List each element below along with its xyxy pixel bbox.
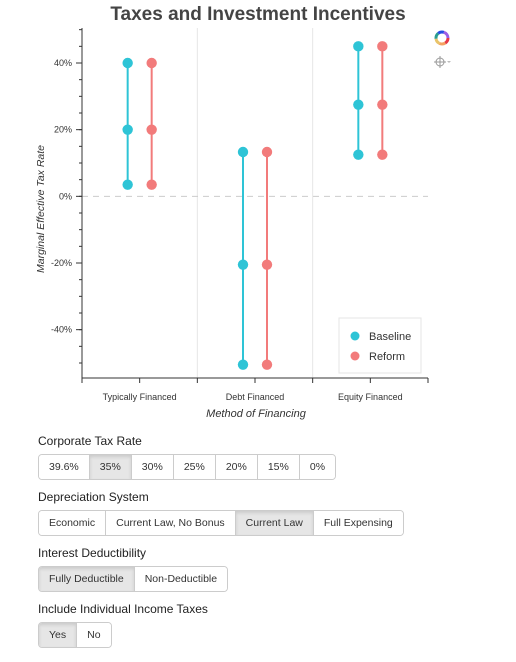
legend-swatch [350, 351, 360, 361]
control-group-label: Corporate Tax Rate [38, 434, 142, 448]
crosshair-icon[interactable] [434, 55, 452, 69]
option-button[interactable]: Fully Deductible [39, 567, 135, 591]
radio-button-group: Economic Current Law, No Bonus Current Law… [38, 510, 404, 536]
bokeh-logo-icon[interactable] [433, 29, 451, 47]
radio-button-group: Fully Deductible Non-Deductible [38, 566, 229, 592]
y-tick-label: -40% [51, 325, 72, 335]
chart: 40% 20% 0% -20% -40% Typically Financed Debt F… [35, 28, 429, 420]
data-point [237, 259, 249, 270]
data-point [377, 99, 388, 110]
radio-button-group: 39.6% 35% 30% 25% 20% 15% 0% [38, 454, 337, 480]
y-tick-label: -20% [51, 258, 72, 268]
control-group-label: Depreciation System [38, 490, 149, 504]
x-tick-label: Typically Financed [103, 392, 177, 402]
control-group-label: Interest Deductibility [38, 546, 147, 560]
radio-button-group: Yes No [38, 622, 112, 648]
data-point [237, 359, 249, 370]
data-point [377, 41, 388, 52]
legend-box [338, 317, 422, 374]
option-button[interactable]: Current Law [235, 511, 314, 535]
data-point [122, 179, 133, 190]
data-point [146, 179, 157, 190]
y-tick-label: 20% [54, 125, 72, 135]
data-point [122, 124, 133, 135]
option-button[interactable]: 15% [257, 455, 300, 479]
option-button[interactable]: Full Expensing [313, 511, 403, 535]
legend-label: Baseline [369, 331, 411, 343]
option-button[interactable]: Current Law, No Bonus [106, 511, 236, 535]
option-button[interactable]: Yes [39, 623, 78, 647]
data-point [261, 359, 273, 370]
data-point [261, 259, 273, 270]
option-button[interactable]: 20% [215, 455, 258, 479]
option-button[interactable]: 39.6% [39, 455, 90, 479]
option-button[interactable]: 30% [131, 455, 174, 479]
x-axis-title: Method of Financing [206, 408, 307, 420]
option-button[interactable]: No [77, 623, 111, 647]
data-point [122, 57, 133, 69]
data-point [353, 149, 364, 160]
x-tick-label: Equity Financed [338, 392, 403, 402]
y-tick-label: 0% [59, 191, 72, 201]
option-button[interactable]: Economic [39, 511, 107, 535]
y-axis-title: Marginal Effective Tax Rate [35, 145, 47, 273]
control-group-label: Include Individual Income Taxes [38, 602, 208, 616]
data-point [353, 41, 364, 52]
option-button[interactable]: 35% [89, 455, 132, 479]
data-point [353, 99, 364, 110]
x-tick-label: Debt Financed [226, 392, 285, 402]
option-button[interactable]: 25% [173, 455, 216, 479]
data-point [377, 149, 388, 160]
data-point [146, 57, 157, 69]
data-point [237, 146, 249, 158]
legend-swatch [350, 331, 360, 341]
legend-label: Reform [369, 351, 405, 363]
y-tick-label: 40% [54, 58, 72, 68]
chart-title: Taxes and Investment Incentives [110, 4, 406, 25]
data-point [261, 146, 273, 158]
option-button[interactable]: Non-Deductible [134, 567, 228, 591]
data-point [146, 124, 157, 135]
option-button[interactable]: 0% [299, 455, 336, 479]
